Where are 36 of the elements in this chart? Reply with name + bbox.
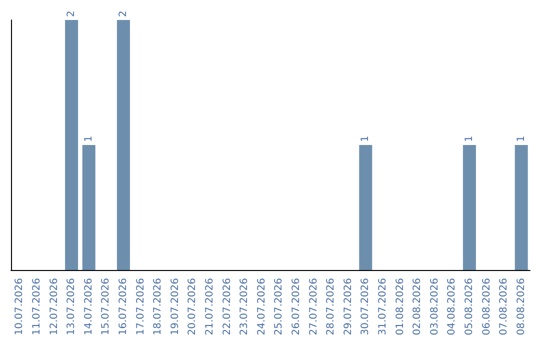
x-tick-label: 27.07.2026: [308, 278, 320, 336]
data-label: 1: [360, 136, 372, 142]
x-tick-label: 02.08.2026: [412, 278, 424, 336]
x-tick-label: 13.07.2026: [66, 278, 78, 336]
x-tick-label: 23.07.2026: [239, 278, 250, 336]
x-tick-label: 20.07.2026: [187, 278, 198, 336]
x-tick-label: 12.07.2026: [48, 278, 60, 336]
x-tick-label: 08.08.2026: [516, 278, 527, 336]
x-tick-label: 10.07.2026: [14, 278, 26, 336]
x-tick-label: 15.07.2026: [100, 278, 112, 336]
x-tick-label: 07.08.2026: [498, 278, 510, 336]
x-tick-label: 28.07.2026: [326, 278, 337, 336]
x-tick-label: 31.07.2026: [377, 278, 388, 336]
x-tick-label: 06.08.2026: [481, 278, 492, 336]
x-tick-label: 18.07.2026: [152, 278, 164, 336]
x-tick-label: 25.07.2026: [274, 278, 285, 336]
x-tick-label: 01.08.2026: [394, 278, 406, 336]
x-tick-label: 03.08.2026: [429, 278, 440, 336]
data-label: 1: [83, 136, 94, 142]
x-tick-label: 11.07.2026: [31, 278, 42, 336]
x-tick-label: 17.07.2026: [135, 278, 146, 336]
x-tick-label: 14.07.2026: [83, 278, 94, 336]
x-tick-label: 29.07.2026: [342, 278, 354, 336]
x-tick-label: 22.07.2026: [222, 278, 233, 336]
x-tick-label: 19.07.2026: [170, 278, 181, 336]
x-tick-label: 16.07.2026: [118, 278, 129, 336]
x-tick-label: 04.08.2026: [446, 278, 458, 336]
x-tick-label: 30.07.2026: [360, 278, 372, 336]
x-tick-label: 21.07.2026: [204, 278, 216, 336]
data-label: 1: [516, 136, 527, 142]
data-label: 1: [464, 136, 475, 142]
x-tick-label: 05.08.2026: [464, 278, 475, 336]
x-tick-label: 26.07.2026: [290, 278, 302, 336]
data-label: 2: [66, 10, 78, 17]
x-tick-label: 24.07.2026: [256, 278, 268, 336]
data-label: 2: [118, 10, 129, 17]
